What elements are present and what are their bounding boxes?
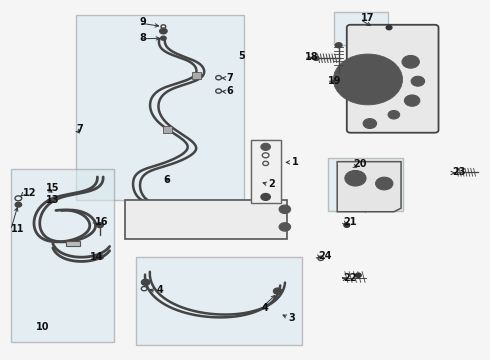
Circle shape xyxy=(388,111,400,119)
Circle shape xyxy=(279,223,291,231)
Text: 13: 13 xyxy=(46,195,59,206)
Bar xyxy=(328,158,402,211)
Circle shape xyxy=(344,223,350,227)
Circle shape xyxy=(345,63,391,96)
Text: 14: 14 xyxy=(90,252,104,262)
Circle shape xyxy=(273,288,282,294)
Text: 11: 11 xyxy=(11,224,24,234)
Text: 15: 15 xyxy=(46,183,59,193)
Bar xyxy=(251,140,281,203)
Text: 5: 5 xyxy=(238,51,245,61)
Bar xyxy=(66,241,80,246)
Text: 4: 4 xyxy=(262,303,269,313)
Circle shape xyxy=(160,28,167,34)
Circle shape xyxy=(362,75,374,84)
Circle shape xyxy=(97,223,103,228)
Bar xyxy=(163,126,172,134)
Text: 7: 7 xyxy=(227,73,234,83)
Text: 7: 7 xyxy=(76,124,83,134)
Circle shape xyxy=(356,71,379,88)
Text: 24: 24 xyxy=(318,251,332,261)
Circle shape xyxy=(345,171,366,186)
Text: 6: 6 xyxy=(163,175,170,185)
Text: 2: 2 xyxy=(268,179,275,189)
Circle shape xyxy=(261,143,270,150)
Circle shape xyxy=(161,36,166,40)
Circle shape xyxy=(97,255,103,259)
Text: 22: 22 xyxy=(343,273,357,283)
Circle shape xyxy=(350,174,361,183)
Circle shape xyxy=(411,76,425,86)
Circle shape xyxy=(340,59,396,100)
Circle shape xyxy=(333,54,402,105)
Text: 12: 12 xyxy=(23,188,37,198)
Circle shape xyxy=(386,26,392,30)
Bar xyxy=(11,169,114,342)
Circle shape xyxy=(351,67,385,92)
Text: 6: 6 xyxy=(227,86,234,96)
Bar xyxy=(125,201,287,239)
Circle shape xyxy=(363,118,377,129)
Circle shape xyxy=(376,177,393,190)
Text: 10: 10 xyxy=(36,323,49,333)
Text: 9: 9 xyxy=(139,17,146,27)
Text: 4: 4 xyxy=(156,285,163,295)
Text: 19: 19 xyxy=(328,76,341,86)
Circle shape xyxy=(355,273,361,277)
Bar xyxy=(76,15,244,201)
Polygon shape xyxy=(337,162,401,212)
Text: 3: 3 xyxy=(288,313,295,323)
Text: 23: 23 xyxy=(452,167,466,177)
FancyBboxPatch shape xyxy=(347,25,439,133)
Circle shape xyxy=(279,205,291,213)
Circle shape xyxy=(402,55,419,68)
Circle shape xyxy=(380,180,389,187)
Text: 16: 16 xyxy=(95,217,109,227)
Text: 21: 21 xyxy=(343,217,357,227)
Bar xyxy=(192,72,201,80)
Circle shape xyxy=(404,95,420,106)
Text: 20: 20 xyxy=(353,159,367,169)
Circle shape xyxy=(335,43,342,48)
Bar xyxy=(334,13,388,45)
Bar xyxy=(251,140,281,204)
Circle shape xyxy=(15,202,22,207)
Bar xyxy=(136,257,302,345)
Text: 1: 1 xyxy=(292,157,299,167)
Circle shape xyxy=(261,193,270,201)
Text: 18: 18 xyxy=(305,52,318,62)
Text: 8: 8 xyxy=(139,33,146,43)
Text: 17: 17 xyxy=(361,13,375,23)
Circle shape xyxy=(141,279,150,285)
Circle shape xyxy=(313,56,319,60)
